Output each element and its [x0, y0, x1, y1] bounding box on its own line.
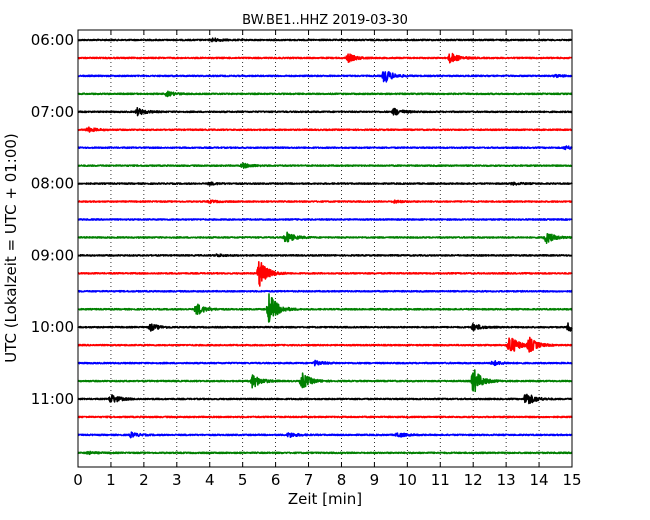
y-axis-ticks: 06:00 07:00 08:00 09:00 10:00 11:00: [31, 31, 83, 408]
y-tick-label: 08:00: [31, 175, 74, 193]
x-tick-label: 1: [106, 471, 116, 489]
x-tick-label: 4: [205, 471, 215, 489]
trace-1045: [77, 369, 573, 393]
y-tick-label: 10:00: [31, 318, 74, 336]
trace-0615: [77, 52, 573, 64]
vertical-grid: [110, 30, 540, 467]
y-axis-label: UTC (Lokalzeit = UTC + 01:00): [2, 133, 20, 363]
trace-0800: [77, 181, 573, 186]
x-tick-label: 2: [139, 471, 149, 489]
trace-1145: [77, 450, 573, 456]
trace-1030: [77, 359, 573, 367]
trace-0815: [77, 199, 573, 205]
x-tick-label: 3: [172, 471, 182, 489]
seismic-traces: [77, 37, 573, 456]
trace-0900: [77, 253, 573, 258]
chart-title: BW.BE1..HHZ 2019-03-30: [242, 13, 408, 28]
trace-1115: [77, 415, 573, 419]
x-tick-label: 9: [370, 471, 380, 489]
x-axis-ticks: 0 1 2 3 4 5 6 7 8 9 10 11 12 13 14 15: [73, 30, 582, 489]
x-axis-label: Zeit [min]: [288, 490, 362, 508]
trace-0930: [77, 289, 573, 293]
trace-0915: [77, 261, 573, 287]
x-tick-label: 14: [530, 471, 549, 489]
y-tick-label: 09:00: [31, 246, 74, 264]
x-tick-label: 7: [304, 471, 314, 489]
trace-0715: [77, 126, 573, 133]
trace-0645: [77, 90, 573, 98]
x-tick-label: 10: [398, 471, 417, 489]
trace-1000: [77, 322, 573, 332]
trace-1100: [77, 393, 573, 405]
trace-0845: [77, 231, 573, 245]
x-tick-label: 5: [238, 471, 248, 489]
trace-0945: [77, 293, 573, 323]
x-tick-label: 11: [431, 471, 450, 489]
trace-0630: [77, 71, 573, 83]
trace-0745: [77, 162, 573, 169]
x-tick-label: 0: [73, 471, 83, 489]
plot-frame: [77, 29, 573, 468]
trace-1015: [77, 336, 573, 353]
trace-0600: [77, 37, 573, 43]
x-tick-label: 15: [562, 471, 581, 489]
y-tick-label: 11:00: [31, 390, 74, 408]
x-tick-label: 13: [497, 471, 516, 489]
y-tick-label: 07:00: [31, 103, 74, 121]
y-tick-label: 06:00: [31, 31, 74, 49]
trace-0730: [77, 145, 573, 151]
trace-0700: [77, 107, 573, 117]
x-tick-label: 6: [271, 471, 281, 489]
x-tick-label: 8: [337, 471, 347, 489]
trace-1130: [77, 431, 573, 439]
trace-0830: [77, 218, 573, 221]
x-tick-label: 12: [464, 471, 483, 489]
